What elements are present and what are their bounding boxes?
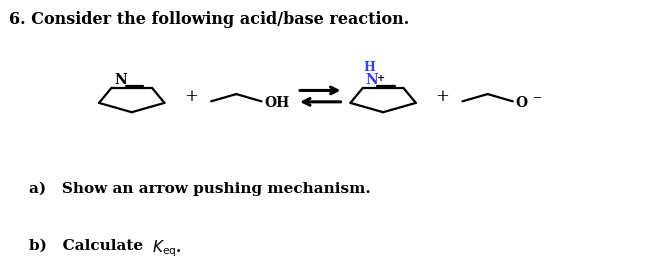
Text: $\mathit{K}_\mathrm{eq}$.: $\mathit{K}_\mathrm{eq}$. [151, 239, 181, 259]
Text: N: N [366, 73, 378, 87]
Text: OH: OH [264, 96, 289, 110]
Text: H: H [364, 61, 376, 74]
Text: −: − [532, 93, 542, 103]
Text: +: + [436, 88, 450, 105]
Text: b)   Calculate: b) Calculate [29, 239, 149, 253]
Text: O: O [516, 96, 528, 110]
Text: +: + [378, 74, 386, 83]
Text: 6. Consider the following acid/base reaction.: 6. Consider the following acid/base reac… [9, 11, 410, 28]
Text: +: + [184, 88, 198, 105]
Text: N: N [114, 73, 127, 87]
Text: a)   Show an arrow pushing mechanism.: a) Show an arrow pushing mechanism. [29, 182, 371, 196]
